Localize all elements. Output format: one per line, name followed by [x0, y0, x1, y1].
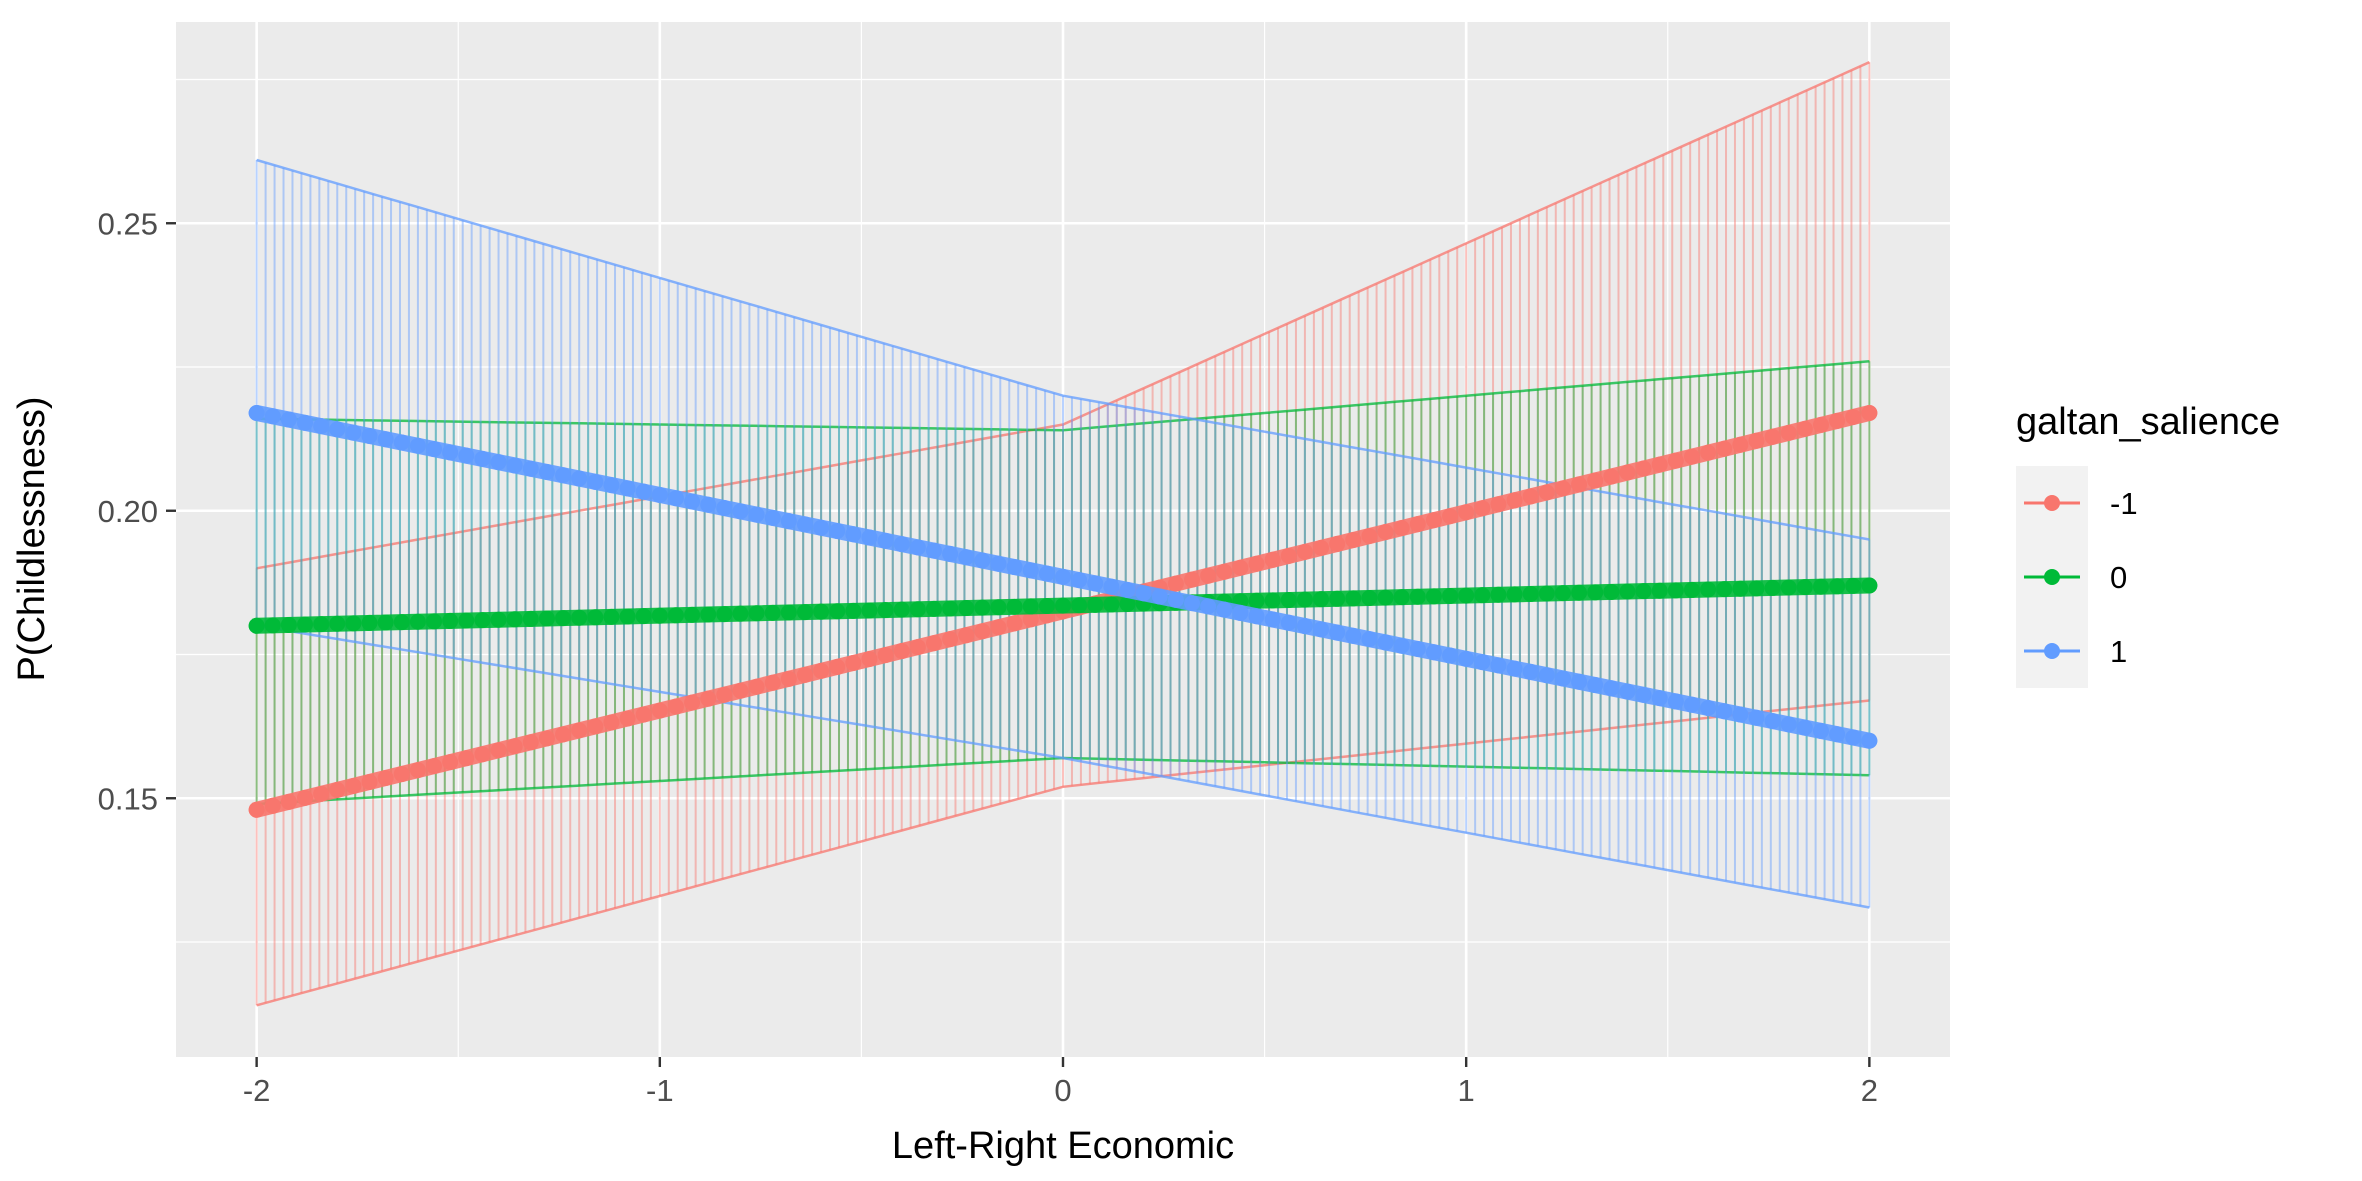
x-tick-label: 1 [1458, 1073, 1475, 1108]
ci-upper-edge-1 [256, 158, 1870, 541]
legend-key-0 [2016, 540, 2088, 614]
x-axis-title: Left-Right Economic [892, 1125, 1234, 1167]
axis-layer: -2 -1 0 1 2 0.15 0.20 0.25 [98, 206, 1878, 1108]
ci-band--1 [255, 61, 1871, 1007]
series-line-1 [248, 405, 1878, 749]
y-tick-label: 0.25 [98, 206, 158, 241]
legend-label-1: 1 [2110, 634, 2127, 669]
legend-label--1: -1 [2110, 486, 2138, 521]
x-tick-label: -2 [243, 1073, 271, 1108]
legend-label-0: 0 [2110, 560, 2127, 595]
ci-lower-edge--1 [256, 699, 1870, 1007]
y-axis-title: P(Childlessness) [11, 396, 53, 681]
ci-lower-edge-1 [256, 624, 1870, 909]
line-layer [248, 405, 1878, 818]
y-tick-label: 0.15 [98, 781, 158, 816]
legend-key-1 [2016, 614, 2088, 688]
x-tick-label: -1 [646, 1073, 674, 1108]
ci-upper-edge--1 [256, 61, 1870, 570]
legend-key--1 [2016, 466, 2088, 540]
x-tick-label: 0 [1054, 1073, 1071, 1108]
x-tick-label: 2 [1861, 1073, 1878, 1108]
legend-title: galtan_salience [2016, 401, 2280, 443]
y-tick-label: 0.20 [98, 494, 158, 529]
legend: galtan_salience -1 0 1 [2016, 401, 2280, 688]
series-line-0 [248, 577, 1878, 634]
ci-upper-edge-0 [256, 360, 1870, 432]
